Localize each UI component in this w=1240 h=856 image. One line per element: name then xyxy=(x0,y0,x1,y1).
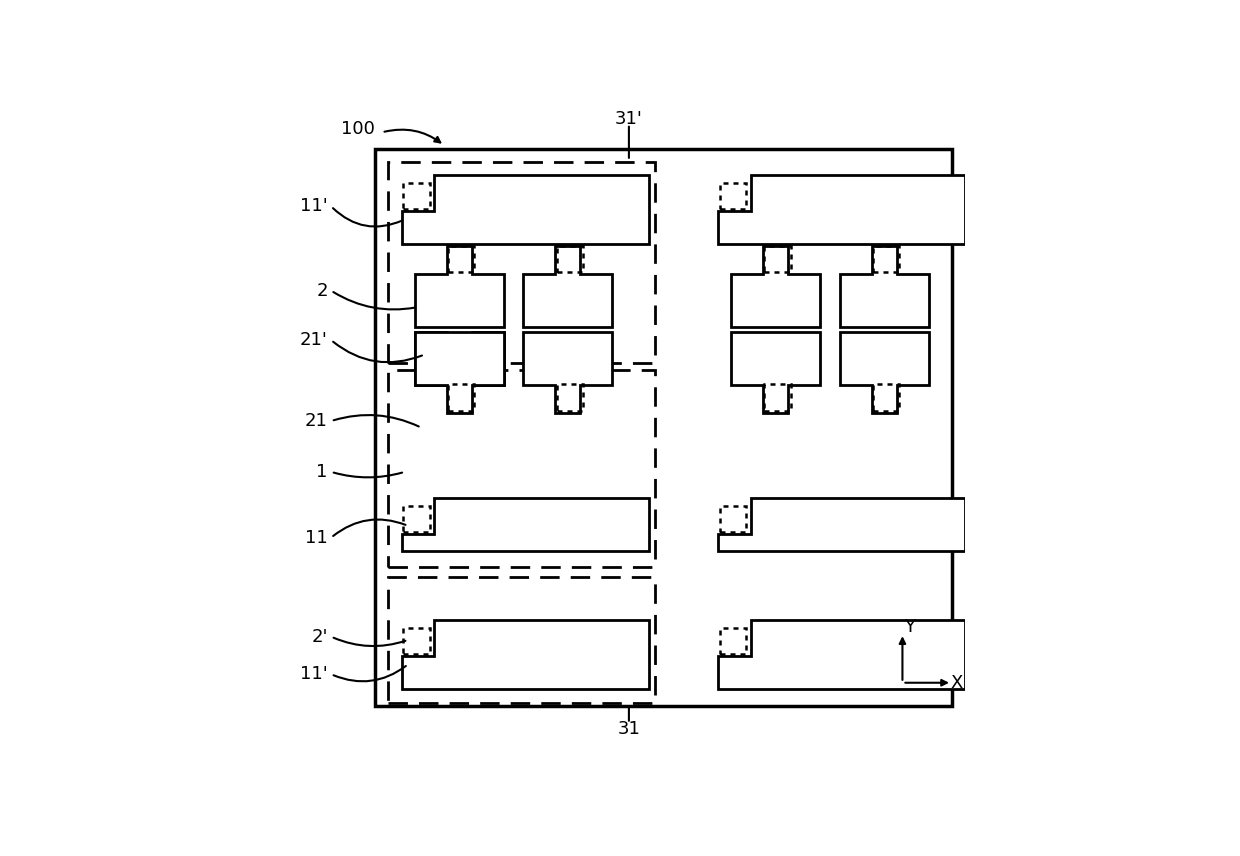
Polygon shape xyxy=(718,498,965,551)
Text: Y: Y xyxy=(904,618,915,636)
Bar xyxy=(873,246,899,272)
Text: 2': 2' xyxy=(311,627,327,645)
Polygon shape xyxy=(732,247,820,327)
Text: 1: 1 xyxy=(316,463,327,481)
Text: 11': 11' xyxy=(300,665,327,683)
Bar xyxy=(388,577,655,703)
Polygon shape xyxy=(839,247,929,327)
Bar xyxy=(403,183,430,210)
Bar xyxy=(388,370,655,568)
Polygon shape xyxy=(718,620,965,689)
Polygon shape xyxy=(523,247,613,327)
Text: 31: 31 xyxy=(618,720,640,738)
Bar xyxy=(448,246,475,272)
Text: 11': 11' xyxy=(300,197,327,215)
Bar xyxy=(388,162,655,363)
Bar xyxy=(557,384,583,411)
Bar xyxy=(720,183,746,210)
Bar xyxy=(403,506,430,532)
Bar xyxy=(448,384,475,411)
Polygon shape xyxy=(718,175,965,245)
Polygon shape xyxy=(402,175,649,245)
Text: 11: 11 xyxy=(305,529,327,547)
Text: 21': 21' xyxy=(300,331,327,349)
Bar xyxy=(764,384,791,411)
Polygon shape xyxy=(414,332,503,413)
Polygon shape xyxy=(523,332,613,413)
Bar xyxy=(873,384,899,411)
Polygon shape xyxy=(414,247,503,327)
Polygon shape xyxy=(732,332,820,413)
Bar xyxy=(720,628,746,654)
Bar xyxy=(720,506,746,532)
Polygon shape xyxy=(839,332,929,413)
Bar xyxy=(764,246,791,272)
Text: 100: 100 xyxy=(341,120,374,138)
Text: X: X xyxy=(950,674,962,692)
Polygon shape xyxy=(402,498,649,551)
Text: 2: 2 xyxy=(316,282,327,300)
Text: 21: 21 xyxy=(305,412,327,430)
Bar xyxy=(403,628,430,654)
Polygon shape xyxy=(414,332,503,385)
Bar xyxy=(557,246,583,272)
Bar xyxy=(376,149,952,706)
Polygon shape xyxy=(402,620,649,689)
Text: 31': 31' xyxy=(615,110,642,128)
